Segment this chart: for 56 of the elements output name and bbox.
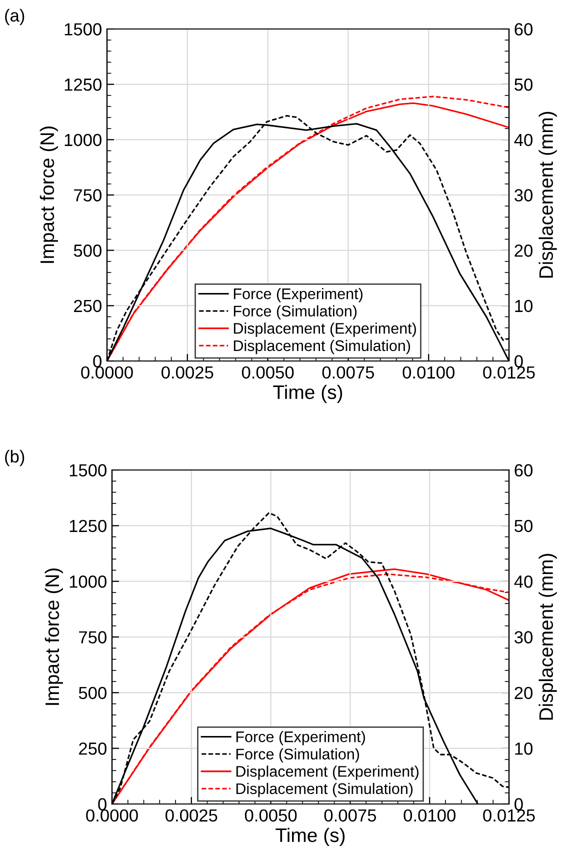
y-tick-label: 1250 — [70, 520, 106, 532]
legend-label: Force (Simulation) — [236, 748, 360, 763]
y2-tick-label: 50 — [514, 78, 532, 91]
legend-label: Displacement (Experiment) — [234, 322, 416, 337]
legend-label: Displacement (Experiment) — [236, 766, 418, 780]
x-tick-label: 0.0075 — [322, 366, 374, 379]
y-tick-label: 1500 — [64, 23, 102, 36]
y2-tick-label: 40 — [514, 134, 532, 146]
y-axis-title: Impact force (N) — [44, 568, 63, 705]
x-tick-label: 0.0100 — [404, 809, 456, 822]
y-tick-label: 750 — [79, 631, 106, 644]
y-tick-label: 1250 — [64, 78, 102, 91]
x-tick-label: 0.0100 — [402, 366, 454, 379]
legend-label: Force (Experiment) — [236, 730, 365, 746]
y2-tick-label: 30 — [514, 189, 532, 202]
chart-title: (a) — [5, 8, 24, 26]
y2-axis-title: Displacement (mm) — [538, 112, 557, 278]
x-tick-label: 0.0050 — [244, 809, 297, 822]
y-tick-label: 1000 — [70, 576, 106, 588]
y-tick-label: 500 — [78, 686, 106, 700]
legend-label: Force (Simulation) — [234, 305, 357, 320]
y2-tick-label: 60 — [514, 464, 532, 476]
y-tick-label: 0 — [93, 355, 102, 368]
x-axis-title: Time (s) — [273, 384, 342, 403]
y2-tick-label: 50 — [514, 520, 532, 532]
x-tick-label: 0.0000 — [86, 809, 138, 822]
y-axis-title: Impact force (N) — [40, 126, 58, 263]
x-axis-title: Time (s) — [276, 828, 345, 846]
x-tick-label: 0.0025 — [162, 366, 214, 379]
y2-axis-title: Displacement (mm) — [538, 554, 557, 720]
chart-title: (b) — [5, 450, 24, 466]
y2-tick-label: 0 — [514, 355, 523, 368]
y2-tick-label: 40 — [514, 576, 532, 588]
legend-label: Force (Experiment) — [234, 288, 362, 302]
y2-tick-label: 10 — [515, 300, 532, 312]
y2-tick-label: 60 — [514, 23, 532, 36]
x-tick-label: 0.0025 — [166, 809, 218, 822]
y2-tick-label: 30 — [514, 631, 532, 644]
x-tick-label: 0.0000 — [81, 366, 133, 379]
x-tick-label: 0.0125 — [483, 809, 535, 822]
y-tick-label: 250 — [79, 742, 106, 755]
y-tick-label: 750 — [74, 189, 102, 202]
y2-tick-label: 20 — [514, 244, 532, 257]
y-tick-label: 1000 — [64, 134, 102, 146]
y-tick-label: 500 — [74, 244, 102, 257]
x-tick-label: 0.0075 — [324, 809, 376, 822]
y2-tick-label: 20 — [514, 686, 532, 700]
x-tick-label: 0.0050 — [242, 366, 294, 379]
y2-tick-label: 0 — [514, 798, 523, 810]
y-tick-label: 250 — [74, 300, 102, 312]
legend-label: Displacement (Simulation) — [236, 782, 413, 798]
y-tick-label: 0 — [98, 798, 106, 810]
legend-label: Displacement (Simulation) — [234, 340, 410, 354]
x-tick-label: 0.0125 — [483, 366, 535, 379]
y-tick-label: 1500 — [70, 464, 106, 476]
y2-tick-label: 10 — [515, 742, 532, 755]
